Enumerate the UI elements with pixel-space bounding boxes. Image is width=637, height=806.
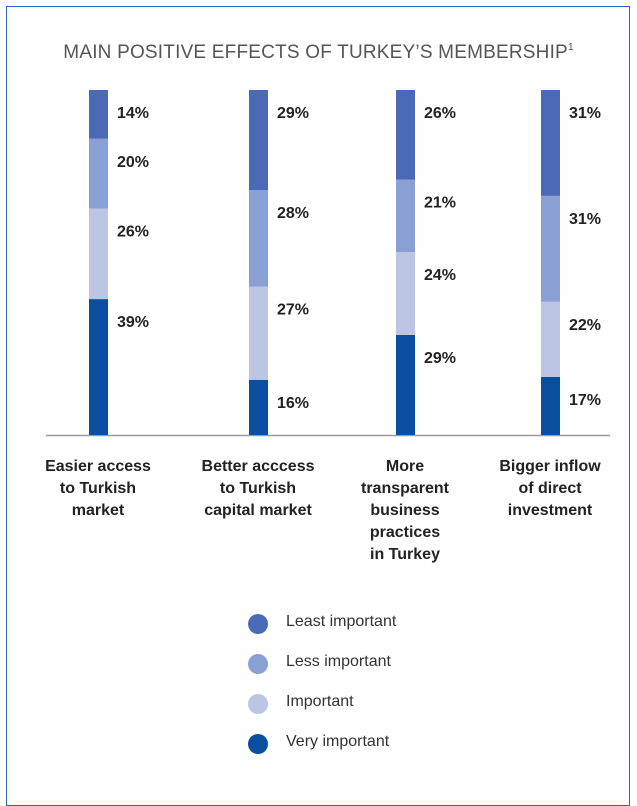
data-label: 17% [569,392,601,409]
bar-segment-least-important-0 [89,90,108,139]
category-label: More transparent business practices in T… [360,458,450,563]
chart-title: MAIN POSITIVE EFFECTS OF TURKEY’S MEMBER… [63,42,574,63]
bar-segment-important-1 [249,286,268,380]
bar-segment-important-3 [541,301,560,377]
bar-segment-least-important-1 [249,90,268,191]
stacked-bar-chart: 39% 26% 20% 14% 16% 27% 28% 29% 29% 24% 21% 26% 17% 2… [46,90,610,437]
legend-swatch [248,694,268,714]
category-label: Better acccess to Turkish capital market [201,458,315,519]
bar-segment-important-2 [396,252,415,335]
data-label: 29% [424,350,456,367]
data-label: 20% [117,154,149,171]
title-footnote-marker: 1 [567,42,574,53]
data-label: 31% [569,211,601,228]
bar-segment-important-0 [89,208,108,300]
bar-segment-very-important-1 [249,379,268,435]
legend-label: Least important [286,613,397,630]
data-label: 22% [569,317,601,334]
legend-swatch [248,734,268,754]
data-label: 16% [277,395,309,412]
bar-segment-less-important-3 [541,195,560,302]
data-label: 28% [277,205,309,222]
data-label: 29% [277,105,309,122]
bar-segment-very-important-3 [541,376,560,435]
data-label: 24% [424,267,456,284]
data-label: 14% [117,105,149,122]
bar-segment-less-important-0 [89,138,108,209]
bar-segment-very-important-2 [396,334,415,435]
bar-segment-less-important-1 [249,190,268,287]
data-label: 39% [117,314,149,331]
bar-segment-very-important-0 [89,299,108,435]
legend-label: Less important [286,653,391,670]
bar-segment-less-important-2 [396,179,415,253]
data-label: 31% [569,105,601,122]
data-label: 26% [424,105,456,122]
chart-frame [6,6,630,806]
legend-swatch [248,614,268,634]
legend-label: Very important [286,733,390,750]
legend-label: Important [286,693,354,710]
legend-swatch [248,654,268,674]
bar-segment-least-important-2 [396,90,415,180]
category-label: Bigger inflow of direct investment [499,458,601,519]
data-label: 27% [277,302,309,319]
bar-segment-least-important-3 [541,90,560,196]
data-label: 21% [424,195,456,212]
data-label: 26% [117,223,149,240]
category-label: Easier access to Turkish market [45,458,151,519]
